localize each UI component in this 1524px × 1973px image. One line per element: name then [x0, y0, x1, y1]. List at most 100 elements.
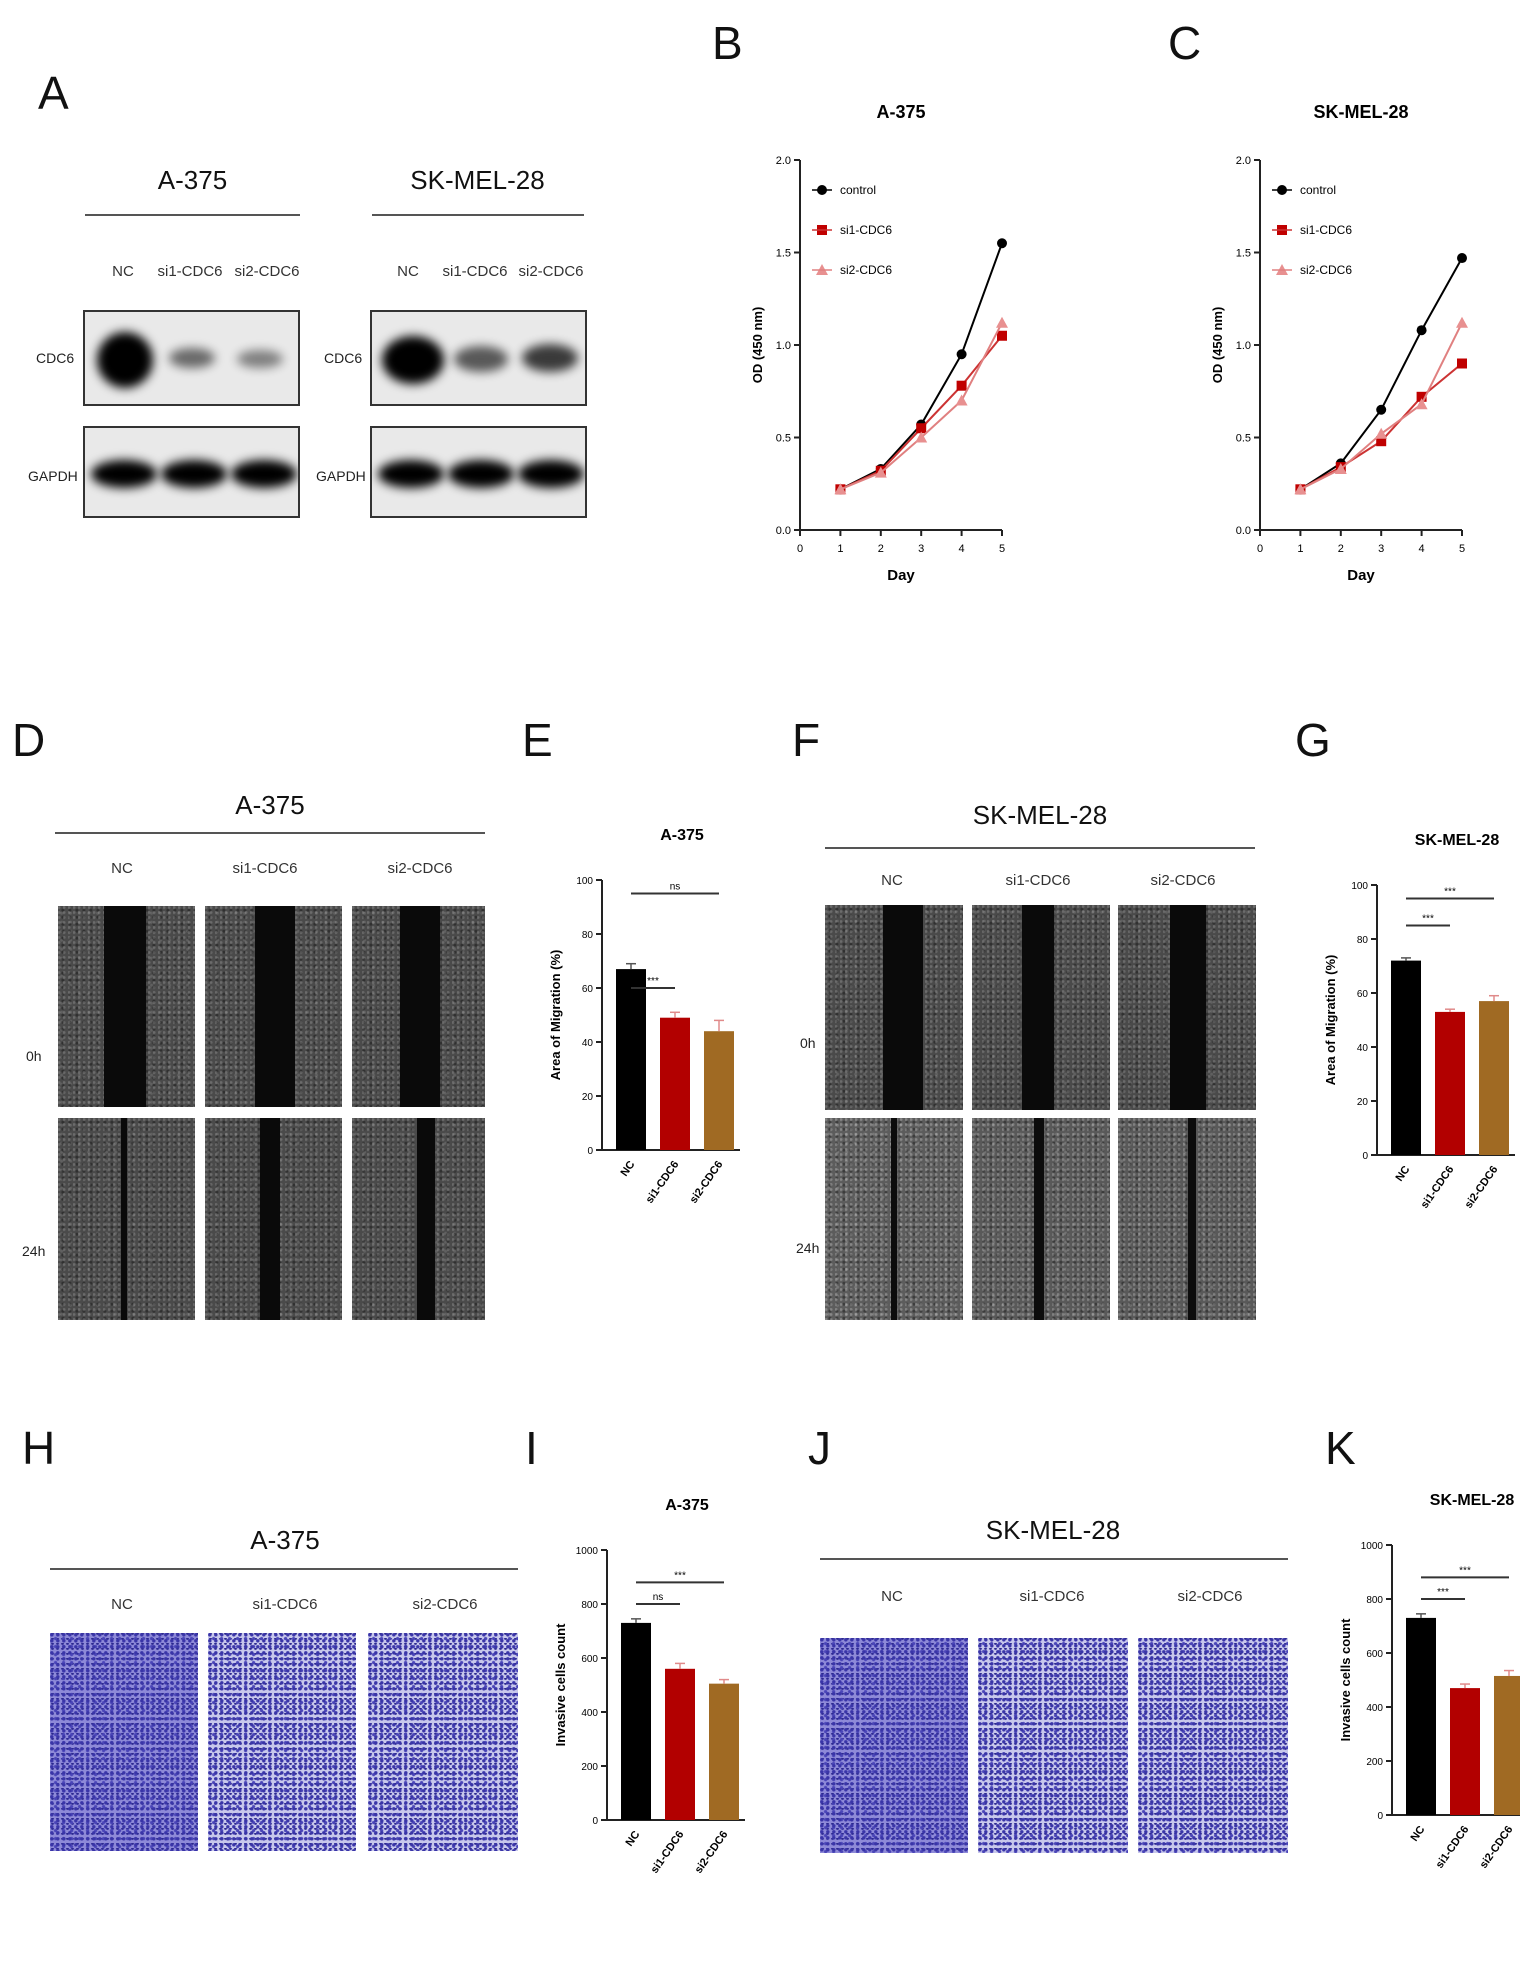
invasion-image-nc	[50, 1633, 198, 1851]
legend-label: si2-CDC6	[840, 263, 892, 277]
blot-title-a375: A-375	[157, 165, 228, 195]
y-tick-label: 600	[1366, 1649, 1383, 1660]
y-tick-label: 0.5	[776, 433, 791, 445]
y-tick-label: 100	[1351, 881, 1368, 892]
title-rule	[825, 847, 1255, 849]
significance-label: ***	[674, 1570, 686, 1581]
x-tick-label: 4	[1419, 543, 1425, 555]
legend-label: si1-CDC6	[1300, 223, 1352, 237]
lane-label-nc: NC	[881, 1588, 903, 1605]
bar	[709, 1683, 739, 1820]
chart-title: SK-MEL-28	[1415, 832, 1500, 849]
band	[522, 344, 578, 372]
wound-image-nc-0h	[58, 906, 195, 1107]
data-point	[1416, 325, 1427, 336]
y-tick-label: 0	[592, 1816, 598, 1827]
bar	[665, 1668, 695, 1820]
data-point	[955, 394, 968, 406]
lane-label-si2: si2-CDC6	[1177, 1588, 1243, 1605]
row-label-cdc6: CDC6	[324, 350, 363, 366]
wound-image-nc-0h	[825, 905, 963, 1110]
lane-label-si1: si1-CDC6	[157, 263, 223, 280]
data-point	[1415, 398, 1428, 410]
wound-gap	[891, 1118, 897, 1320]
wound-image-si1-0h	[205, 906, 342, 1107]
title-rule	[85, 214, 300, 216]
y-axis-label: Invasive cells count	[553, 1623, 568, 1747]
bar	[616, 969, 646, 1150]
significance-label: ns	[653, 1592, 664, 1603]
y-tick-label: 2.0	[776, 155, 791, 167]
y-tick-label: 20	[1357, 1097, 1369, 1108]
invasion-image-si1	[978, 1638, 1128, 1853]
lane-label-nc: NC	[112, 263, 134, 280]
y-tick-label: 0.0	[1236, 525, 1251, 537]
panel-letter-b: B	[712, 17, 743, 69]
y-tick-label: 80	[582, 930, 594, 941]
bar	[1494, 1675, 1520, 1815]
data-point	[1457, 253, 1467, 264]
y-axis-label: Area of Migration (%)	[548, 950, 563, 1081]
data-point	[916, 423, 927, 434]
wound-gap	[104, 906, 146, 1107]
significance-label: ***	[1422, 914, 1434, 925]
wound-image-si2-24h	[352, 1118, 485, 1320]
y-tick-label: 40	[582, 1038, 594, 1049]
lane-label-nc: NC	[111, 860, 133, 877]
data-point	[1456, 316, 1468, 328]
x-tick-label: 0	[1257, 543, 1263, 555]
band	[169, 348, 215, 368]
x-tick-label: NC	[619, 1159, 638, 1179]
legend-label: control	[840, 183, 876, 197]
invasion-image-si1	[208, 1633, 356, 1851]
x-tick-label: si2-CDC6	[688, 1159, 726, 1206]
x-tick-label: NC	[624, 1829, 643, 1849]
y-tick-label: 0	[1362, 1151, 1368, 1162]
migration-bar-chart-skmel28: SK-MEL-28 0 20 40 60 80 100 Area of Migration (…	[1323, 832, 1515, 1211]
bar	[704, 1031, 734, 1150]
western-blot-cdc6-a375	[83, 310, 300, 406]
y-tick-label: 1000	[576, 1546, 599, 1557]
x-tick-label: 3	[918, 543, 924, 555]
invasion-bar-chart-skmel28: SK-MEL-28 0 200 400 600 800 1000 Invasive cells…	[1338, 1492, 1520, 1871]
growth-line-chart-skmel28: SK-MEL-28 0.0 0.5 1.0 1.5 2.0 0 1 2 3 4 5 Day OD (450…	[1210, 102, 1468, 584]
y-tick-label: 200	[1366, 1757, 1383, 1768]
wound-image-si1-24h	[205, 1118, 342, 1320]
data-point	[1375, 427, 1388, 439]
wound-gap	[1170, 905, 1206, 1110]
panel-letter-d: D	[12, 714, 46, 766]
y-tick-label: 400	[1366, 1703, 1383, 1714]
y-tick-label: 0.0	[776, 525, 791, 537]
band	[518, 460, 584, 488]
y-tick-label: 100	[576, 876, 593, 887]
bar	[660, 1017, 690, 1150]
band	[237, 350, 283, 368]
legend-label: control	[1300, 183, 1336, 197]
data-point	[1334, 462, 1347, 474]
growth-line-chart-a375: A-375 0.0 0.5 1.0 1.5 2.0 0 1 2 3 4 5 Day OD (450 nm)…	[750, 102, 1008, 584]
wound-title-a375: A-375	[235, 790, 305, 820]
lane-label-si2: si2-CDC6	[518, 263, 584, 280]
panel-letter-j: J	[808, 1422, 831, 1474]
lane-label-si2: si2-CDC6	[1150, 872, 1216, 889]
lane-label-si2: si2-CDC6	[412, 1596, 478, 1613]
wound-gap	[883, 905, 923, 1110]
y-axis-label: Area of Migration (%)	[1323, 955, 1338, 1086]
y-tick-label: 80	[1357, 935, 1369, 946]
wound-gap	[260, 1118, 280, 1320]
band	[97, 332, 153, 388]
y-tick-label: 1.0	[776, 340, 791, 352]
y-tick-label: 0.5	[1236, 433, 1251, 445]
wound-image-si1-0h	[972, 905, 1110, 1110]
x-tick-label: si1-CDC6	[644, 1159, 682, 1206]
x-tick-label: 2	[878, 543, 884, 555]
y-tick-label: 60	[1357, 989, 1369, 1000]
row-label-cdc6: CDC6	[36, 350, 75, 366]
band	[161, 460, 227, 488]
bar	[1435, 1011, 1465, 1155]
band	[231, 460, 297, 488]
data-point	[1376, 404, 1387, 415]
significance-label: ***	[1459, 1565, 1471, 1576]
data-point	[997, 238, 1007, 249]
bar	[1479, 1001, 1509, 1155]
